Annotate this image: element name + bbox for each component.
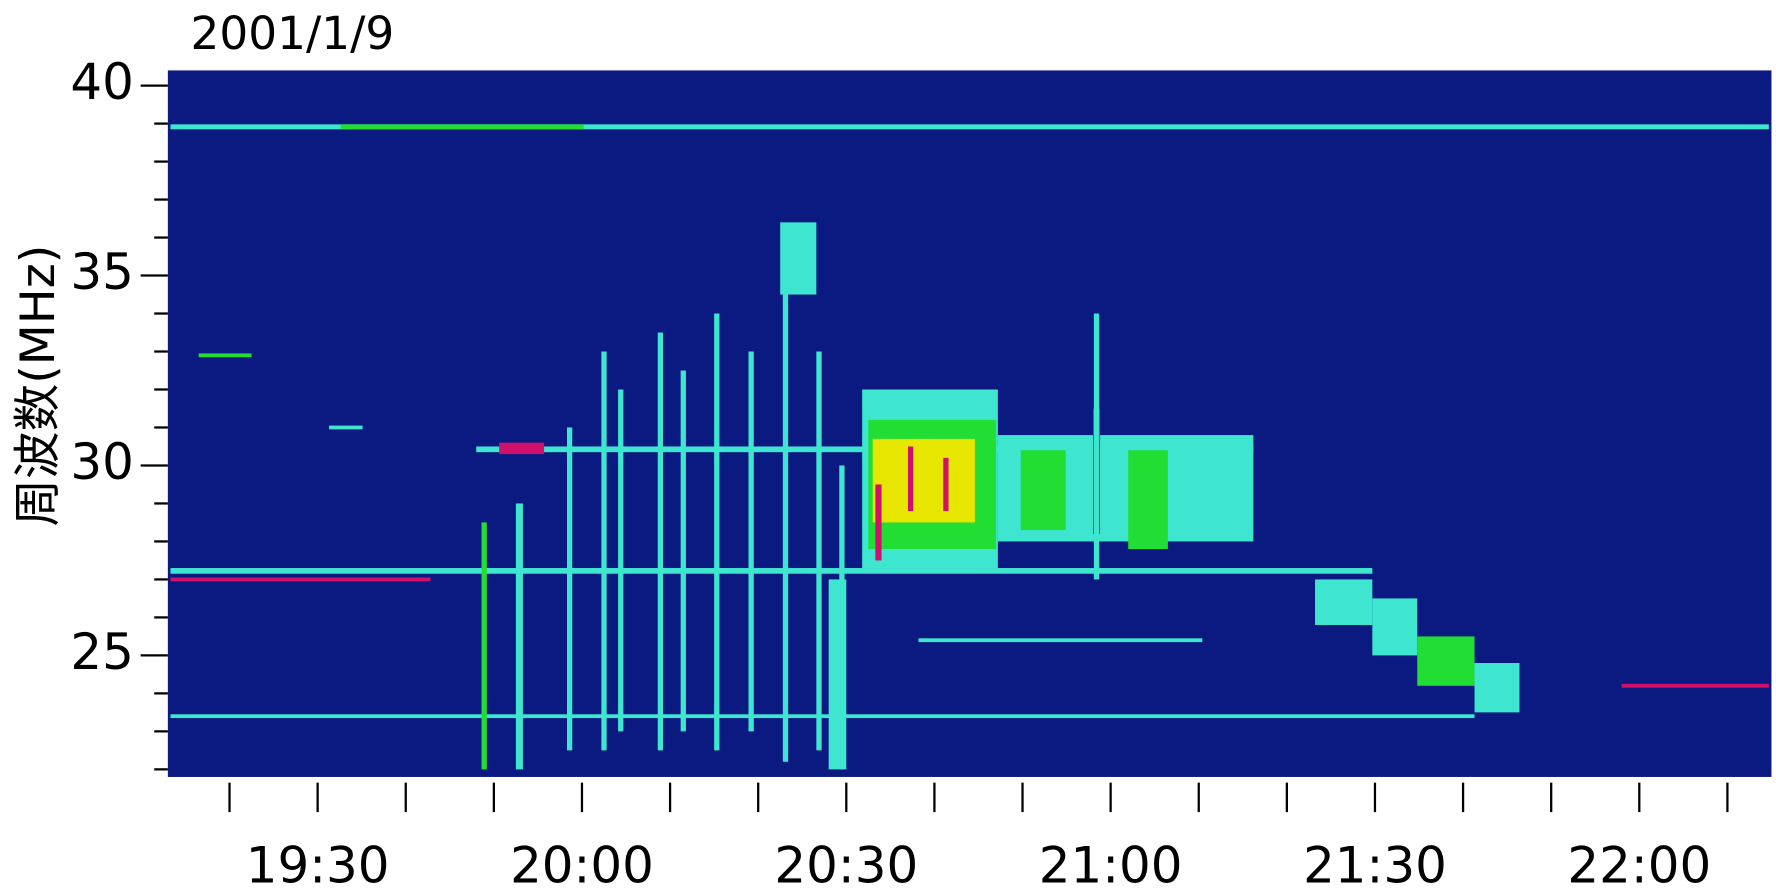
emission [1315, 579, 1373, 626]
y-tick-label: 40 [70, 53, 133, 111]
y-tick-label: 25 [70, 623, 133, 681]
emission [816, 351, 822, 751]
emission [170, 568, 1373, 574]
x-tick-label: 20:00 [510, 836, 654, 894]
emission [657, 332, 664, 751]
emission [1128, 450, 1168, 550]
emission [1020, 450, 1066, 531]
emission [601, 351, 607, 751]
emission [329, 425, 363, 430]
emission [907, 446, 914, 512]
emission [170, 577, 431, 582]
x-tick-label: 21:00 [1039, 836, 1183, 894]
emission [170, 714, 1475, 719]
x-tick-label: 22:00 [1567, 836, 1711, 894]
emission [618, 389, 624, 732]
emission [714, 313, 720, 751]
x-tick-label: 21:30 [1303, 836, 1447, 894]
emission [1474, 662, 1520, 713]
emission [680, 370, 686, 732]
emission [1372, 598, 1418, 656]
y-tick-label: 30 [70, 433, 133, 491]
emission [481, 522, 487, 770]
chart-title: 2001/1/9 [191, 7, 395, 60]
emission [1621, 683, 1769, 688]
emission [515, 503, 523, 770]
emission [943, 457, 949, 512]
emission [1093, 313, 1100, 580]
emission [780, 222, 817, 295]
emission [872, 438, 975, 523]
emission [499, 442, 545, 455]
y-tick-label: 35 [70, 243, 133, 301]
x-tick-label: 19:30 [246, 836, 390, 894]
x-tick-label: 20:30 [774, 836, 918, 894]
emission [170, 124, 1769, 130]
y-axis-label: 周波数(MHz) [11, 245, 66, 527]
emission [875, 484, 882, 561]
emission [198, 353, 252, 358]
emission [782, 275, 789, 762]
emission [918, 638, 1203, 643]
emission [1417, 636, 1475, 686]
emission [748, 351, 754, 732]
emission [828, 579, 847, 770]
emission [566, 427, 573, 751]
emission [340, 124, 584, 130]
